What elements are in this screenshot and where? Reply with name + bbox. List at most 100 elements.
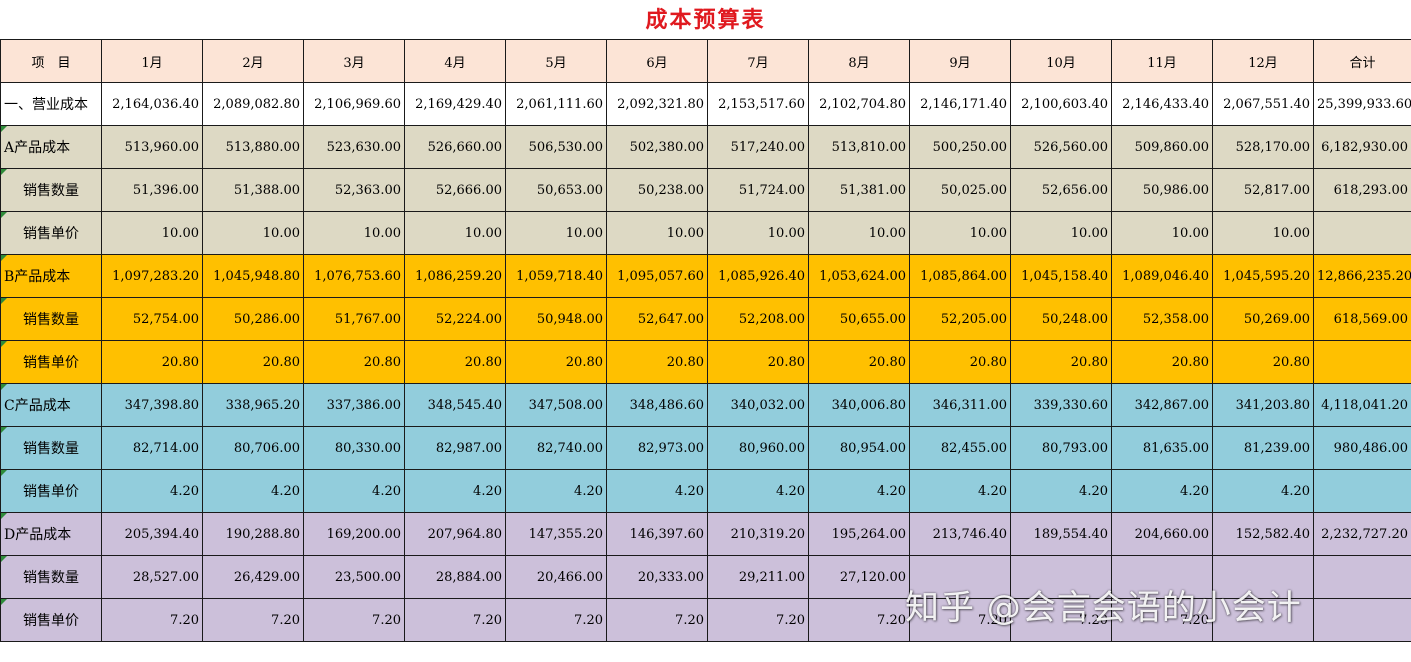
table-cell[interactable]: 1,095,057.60 — [606, 254, 708, 298]
table-cell[interactable]: 50,238.00 — [606, 168, 708, 212]
header-month[interactable]: 4月 — [404, 39, 506, 83]
table-cell[interactable]: 10.00 — [202, 211, 304, 255]
table-cell[interactable]: 51,767.00 — [303, 297, 405, 341]
row-label[interactable]: C产品成本 — [0, 383, 102, 427]
table-cell[interactable]: 10.00 — [404, 211, 506, 255]
table-cell[interactable]: 52,208.00 — [707, 297, 809, 341]
table-cell[interactable]: 618,293.00 — [1313, 168, 1411, 212]
table-cell[interactable]: 4.20 — [707, 469, 809, 513]
table-cell[interactable]: 526,660.00 — [404, 125, 506, 169]
table-cell[interactable]: 190,288.80 — [202, 512, 304, 556]
table-cell[interactable]: 1,076,753.60 — [303, 254, 405, 298]
table-cell[interactable]: 7.20 — [606, 598, 708, 642]
header-month[interactable]: 5月 — [505, 39, 607, 83]
table-cell[interactable]: 2,146,171.40 — [909, 82, 1011, 126]
table-cell[interactable]: 528,170.00 — [1212, 125, 1314, 169]
table-cell[interactable]: 82,455.00 — [909, 426, 1011, 470]
table-cell[interactable]: 51,388.00 — [202, 168, 304, 212]
table-cell[interactable] — [1212, 555, 1314, 599]
table-cell[interactable] — [1313, 555, 1411, 599]
table-cell[interactable]: 513,960.00 — [101, 125, 203, 169]
table-cell[interactable]: 4.20 — [808, 469, 910, 513]
table-cell[interactable]: 4.20 — [909, 469, 1011, 513]
table-cell[interactable]: 52,656.00 — [1010, 168, 1112, 212]
table-cell[interactable]: 20.80 — [505, 340, 607, 384]
table-cell[interactable] — [1313, 340, 1411, 384]
table-cell[interactable]: 213,746.40 — [909, 512, 1011, 556]
table-cell[interactable]: 4.20 — [1111, 469, 1213, 513]
table-cell[interactable]: 4.20 — [505, 469, 607, 513]
table-cell[interactable]: 340,032.00 — [707, 383, 809, 427]
table-cell[interactable]: 80,954.00 — [808, 426, 910, 470]
table-cell[interactable]: 50,025.00 — [909, 168, 1011, 212]
header-month[interactable]: 2月 — [202, 39, 304, 83]
table-cell[interactable]: 80,706.00 — [202, 426, 304, 470]
table-cell[interactable]: 2,102,704.80 — [808, 82, 910, 126]
table-cell[interactable]: 12,866,235.20 — [1313, 254, 1411, 298]
table-cell[interactable]: 10.00 — [1010, 211, 1112, 255]
table-cell[interactable]: 26,429.00 — [202, 555, 304, 599]
table-cell[interactable] — [1313, 211, 1411, 255]
table-cell[interactable]: 189,554.40 — [1010, 512, 1112, 556]
table-cell[interactable]: 10.00 — [606, 211, 708, 255]
table-cell[interactable]: 4.20 — [1010, 469, 1112, 513]
table-cell[interactable]: 7.20 — [202, 598, 304, 642]
table-cell[interactable]: 506,530.00 — [505, 125, 607, 169]
table-cell[interactable]: 1,085,926.40 — [707, 254, 809, 298]
table-cell[interactable]: 1,085,864.00 — [909, 254, 1011, 298]
table-cell[interactable]: 50,653.00 — [505, 168, 607, 212]
table-cell[interactable]: 513,810.00 — [808, 125, 910, 169]
table-cell[interactable]: 1,059,718.40 — [505, 254, 607, 298]
table-cell[interactable]: 4.20 — [101, 469, 203, 513]
header-item[interactable]: 项 目 — [0, 39, 102, 83]
table-cell[interactable]: 348,486.60 — [606, 383, 708, 427]
table-cell[interactable]: 204,660.00 — [1111, 512, 1213, 556]
table-cell[interactable]: 526,560.00 — [1010, 125, 1112, 169]
table-cell[interactable]: 52,754.00 — [101, 297, 203, 341]
table-cell[interactable]: 20.80 — [909, 340, 1011, 384]
table-cell[interactable]: 338,965.20 — [202, 383, 304, 427]
table-cell[interactable]: 502,380.00 — [606, 125, 708, 169]
table-cell[interactable]: 50,269.00 — [1212, 297, 1314, 341]
table-cell[interactable]: 20.80 — [303, 340, 405, 384]
table-cell[interactable]: 10.00 — [707, 211, 809, 255]
header-month[interactable]: 3月 — [303, 39, 405, 83]
table-cell[interactable]: 20.80 — [808, 340, 910, 384]
table-cell[interactable]: 7.20 — [909, 598, 1011, 642]
table-cell[interactable]: 2,089,082.80 — [202, 82, 304, 126]
table-cell[interactable]: 523,630.00 — [303, 125, 405, 169]
header-month[interactable]: 10月 — [1010, 39, 1112, 83]
header-month[interactable]: 9月 — [909, 39, 1011, 83]
table-cell[interactable]: 513,880.00 — [202, 125, 304, 169]
table-cell[interactable]: 81,239.00 — [1212, 426, 1314, 470]
table-cell[interactable]: 1,045,158.40 — [1010, 254, 1112, 298]
table-cell[interactable]: 1,089,046.40 — [1111, 254, 1213, 298]
table-cell[interactable]: 28,527.00 — [101, 555, 203, 599]
table-cell[interactable]: 7.20 — [404, 598, 506, 642]
table-cell[interactable]: 10.00 — [505, 211, 607, 255]
table-cell[interactable]: 10.00 — [303, 211, 405, 255]
row-label[interactable]: 销售数量 — [0, 426, 102, 470]
row-label[interactable]: 销售单价 — [0, 469, 102, 513]
table-cell[interactable]: 169,200.00 — [303, 512, 405, 556]
table-cell[interactable]: 2,092,321.80 — [606, 82, 708, 126]
table-cell[interactable]: 346,311.00 — [909, 383, 1011, 427]
table-cell[interactable]: 20.80 — [404, 340, 506, 384]
header-month[interactable]: 1月 — [101, 39, 203, 83]
table-cell[interactable]: 2,067,551.40 — [1212, 82, 1314, 126]
table-cell[interactable]: 7.20 — [1010, 598, 1112, 642]
table-cell[interactable]: 1,045,595.20 — [1212, 254, 1314, 298]
table-cell[interactable]: 6,182,930.00 — [1313, 125, 1411, 169]
table-cell[interactable]: 7.20 — [303, 598, 405, 642]
table-cell[interactable]: 82,987.00 — [404, 426, 506, 470]
table-cell[interactable]: 20.80 — [606, 340, 708, 384]
table-cell[interactable] — [1313, 598, 1411, 642]
table-cell[interactable]: 7.20 — [1111, 598, 1213, 642]
table-cell[interactable]: 20.80 — [1111, 340, 1213, 384]
table-cell[interactable]: 509,860.00 — [1111, 125, 1213, 169]
table-cell[interactable]: 50,655.00 — [808, 297, 910, 341]
table-cell[interactable]: 50,986.00 — [1111, 168, 1213, 212]
table-cell[interactable]: 2,232,727.20 — [1313, 512, 1411, 556]
table-cell[interactable]: 52,666.00 — [404, 168, 506, 212]
table-cell[interactable]: 4.20 — [404, 469, 506, 513]
